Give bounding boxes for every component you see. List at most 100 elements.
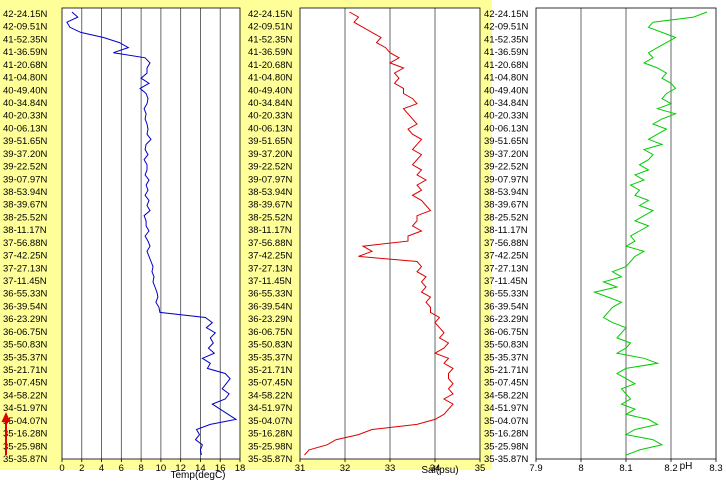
x-tick-label: 18: [235, 463, 246, 474]
latitude-label: 37-56.88N: [484, 238, 529, 249]
latitude-label: 38-25.52N: [248, 212, 293, 223]
x-tick-label: 32: [340, 463, 351, 474]
latitude-label: 34-51.97N: [248, 403, 293, 414]
latitude-label: 38-39.67N: [484, 200, 529, 211]
latitude-label: 35-04.07N: [248, 416, 293, 427]
latitude-label: 35-07.45N: [3, 378, 48, 389]
latitude-label: 42-24.15N: [248, 9, 293, 20]
latitude-label: 41-52.35N: [484, 34, 529, 45]
latitude-label: 39-07.97N: [484, 174, 529, 185]
x-tick-label: 16: [215, 463, 226, 474]
latitude-label: 40-49.40N: [248, 85, 293, 96]
latitude-label: 34-58.22N: [3, 390, 48, 401]
latitude-label: 36-06.75N: [248, 327, 293, 338]
latitude-label: 38-25.52N: [3, 212, 48, 223]
x-axis-label: Temp(degC): [170, 470, 225, 481]
x-tick-label: 12: [175, 463, 186, 474]
x-tick-label: 8: [138, 463, 143, 474]
x-tick-label: 8.3: [709, 463, 722, 474]
latitude-label: 35-25.98N: [248, 441, 293, 452]
x-tick-label: 7.9: [529, 463, 542, 474]
x-tick-label: 4: [99, 463, 104, 474]
latitude-label: 36-06.75N: [3, 327, 48, 338]
latitude-label: 41-52.35N: [248, 34, 293, 45]
latitude-label: 36-39.54N: [3, 301, 48, 312]
latitude-label: 39-22.52N: [484, 162, 529, 173]
x-tick-label: 8: [578, 463, 583, 474]
latitude-label: 36-55.33N: [484, 289, 529, 300]
latitude-label: 35-16.28N: [248, 429, 293, 440]
latitude-label: 35-04.07N: [484, 416, 529, 427]
latitude-label: 35-35.37N: [484, 352, 529, 363]
latitude-label: 35-50.83N: [3, 340, 48, 351]
latitude-label: 35-35.37N: [248, 352, 293, 363]
latitude-label: 41-20.68N: [248, 60, 293, 71]
latitude-label: 35-21.71N: [248, 365, 293, 376]
data-series-line: [304, 11, 454, 456]
latitude-label: 40-34.84N: [484, 98, 529, 109]
latitude-label: 35-50.83N: [248, 340, 293, 351]
latitude-label: 35-21.71N: [484, 365, 529, 376]
x-tick-label: 0: [59, 463, 64, 474]
x-axis-label: Sal(psu): [421, 465, 458, 476]
latitude-label: 37-42.25N: [248, 251, 293, 262]
latitude-label: 37-11.45N: [248, 276, 292, 287]
x-tick-label: 6: [119, 463, 124, 474]
latitude-label: 37-27.13N: [248, 263, 293, 274]
latitude-label: 40-49.40N: [3, 85, 48, 96]
x-tick-label: 35: [475, 463, 486, 474]
latitude-label: 35-16.28N: [3, 429, 48, 440]
latitude-label: 34-51.97N: [3, 403, 48, 414]
latitude-label: 36-55.33N: [248, 289, 293, 300]
latitude-label: 36-39.54N: [484, 301, 529, 312]
latitude-label: 40-20.33N: [3, 111, 48, 122]
latitude-label: 35-25.98N: [484, 441, 529, 452]
x-tick-label: 10: [156, 463, 167, 474]
latitude-label: 38-39.67N: [248, 200, 293, 211]
latitude-label: 42-09.51N: [3, 22, 48, 33]
latitude-label: 40-34.84N: [248, 98, 293, 109]
latitude-label: 37-56.88N: [3, 238, 48, 249]
x-tick-label: 34: [430, 463, 441, 474]
latitude-label: 39-51.65N: [248, 136, 293, 147]
latitude-label: 36-06.75N: [484, 327, 529, 338]
latitude-label: 38-53.94N: [248, 187, 293, 198]
latitude-label: 35-35.87N: [248, 454, 293, 465]
latitude-label: 37-27.13N: [484, 263, 529, 274]
latitude-label: 37-56.88N: [248, 238, 293, 249]
latitude-label: 37-11.45N: [3, 276, 47, 287]
x-tick-label: 31: [295, 463, 306, 474]
latitude-label: 42-09.51N: [248, 22, 293, 33]
data-series-line: [66, 11, 238, 456]
latitude-label: 35-07.45N: [248, 378, 293, 389]
latitude-label: 37-11.45N: [484, 276, 528, 287]
latitude-label: 40-06.13N: [484, 123, 529, 134]
latitude-label: 36-23.29N: [248, 314, 293, 325]
x-axis-label: pH: [680, 461, 693, 472]
latitude-label: 39-37.20N: [248, 149, 293, 160]
latitude-label: 34-58.22N: [484, 390, 529, 401]
latitude-label: 37-27.13N: [3, 263, 48, 274]
latitude-label: 40-49.40N: [484, 85, 529, 96]
x-tick-label: 2: [79, 463, 84, 474]
latitude-label: 35-04.07N: [3, 416, 48, 427]
latitude-label: 39-22.52N: [248, 162, 293, 173]
x-tick-label: 8.1: [619, 463, 632, 474]
latitude-label: 40-34.84N: [3, 98, 48, 109]
latitude-label: 38-53.94N: [3, 187, 48, 198]
latitude-label: 35-35.37N: [3, 352, 48, 363]
latitude-label: 38-11.17N: [248, 225, 292, 236]
latitude-label: 38-39.67N: [3, 200, 48, 211]
latitude-label: 34-51.97N: [484, 403, 529, 414]
latitude-label: 39-37.20N: [3, 149, 48, 160]
temperature-plot-area: [62, 8, 240, 459]
latitude-label: 39-51.65N: [484, 136, 529, 147]
latitude-label: 36-55.33N: [3, 289, 48, 300]
latitude-label: 42-09.51N: [484, 22, 529, 33]
latitude-label: 41-52.35N: [3, 34, 48, 45]
latitude-label: 36-23.29N: [3, 314, 48, 325]
data-series-line: [592, 11, 708, 456]
latitude-label: 37-42.25N: [3, 251, 48, 262]
latitude-label: 35-35.87N: [3, 454, 48, 465]
